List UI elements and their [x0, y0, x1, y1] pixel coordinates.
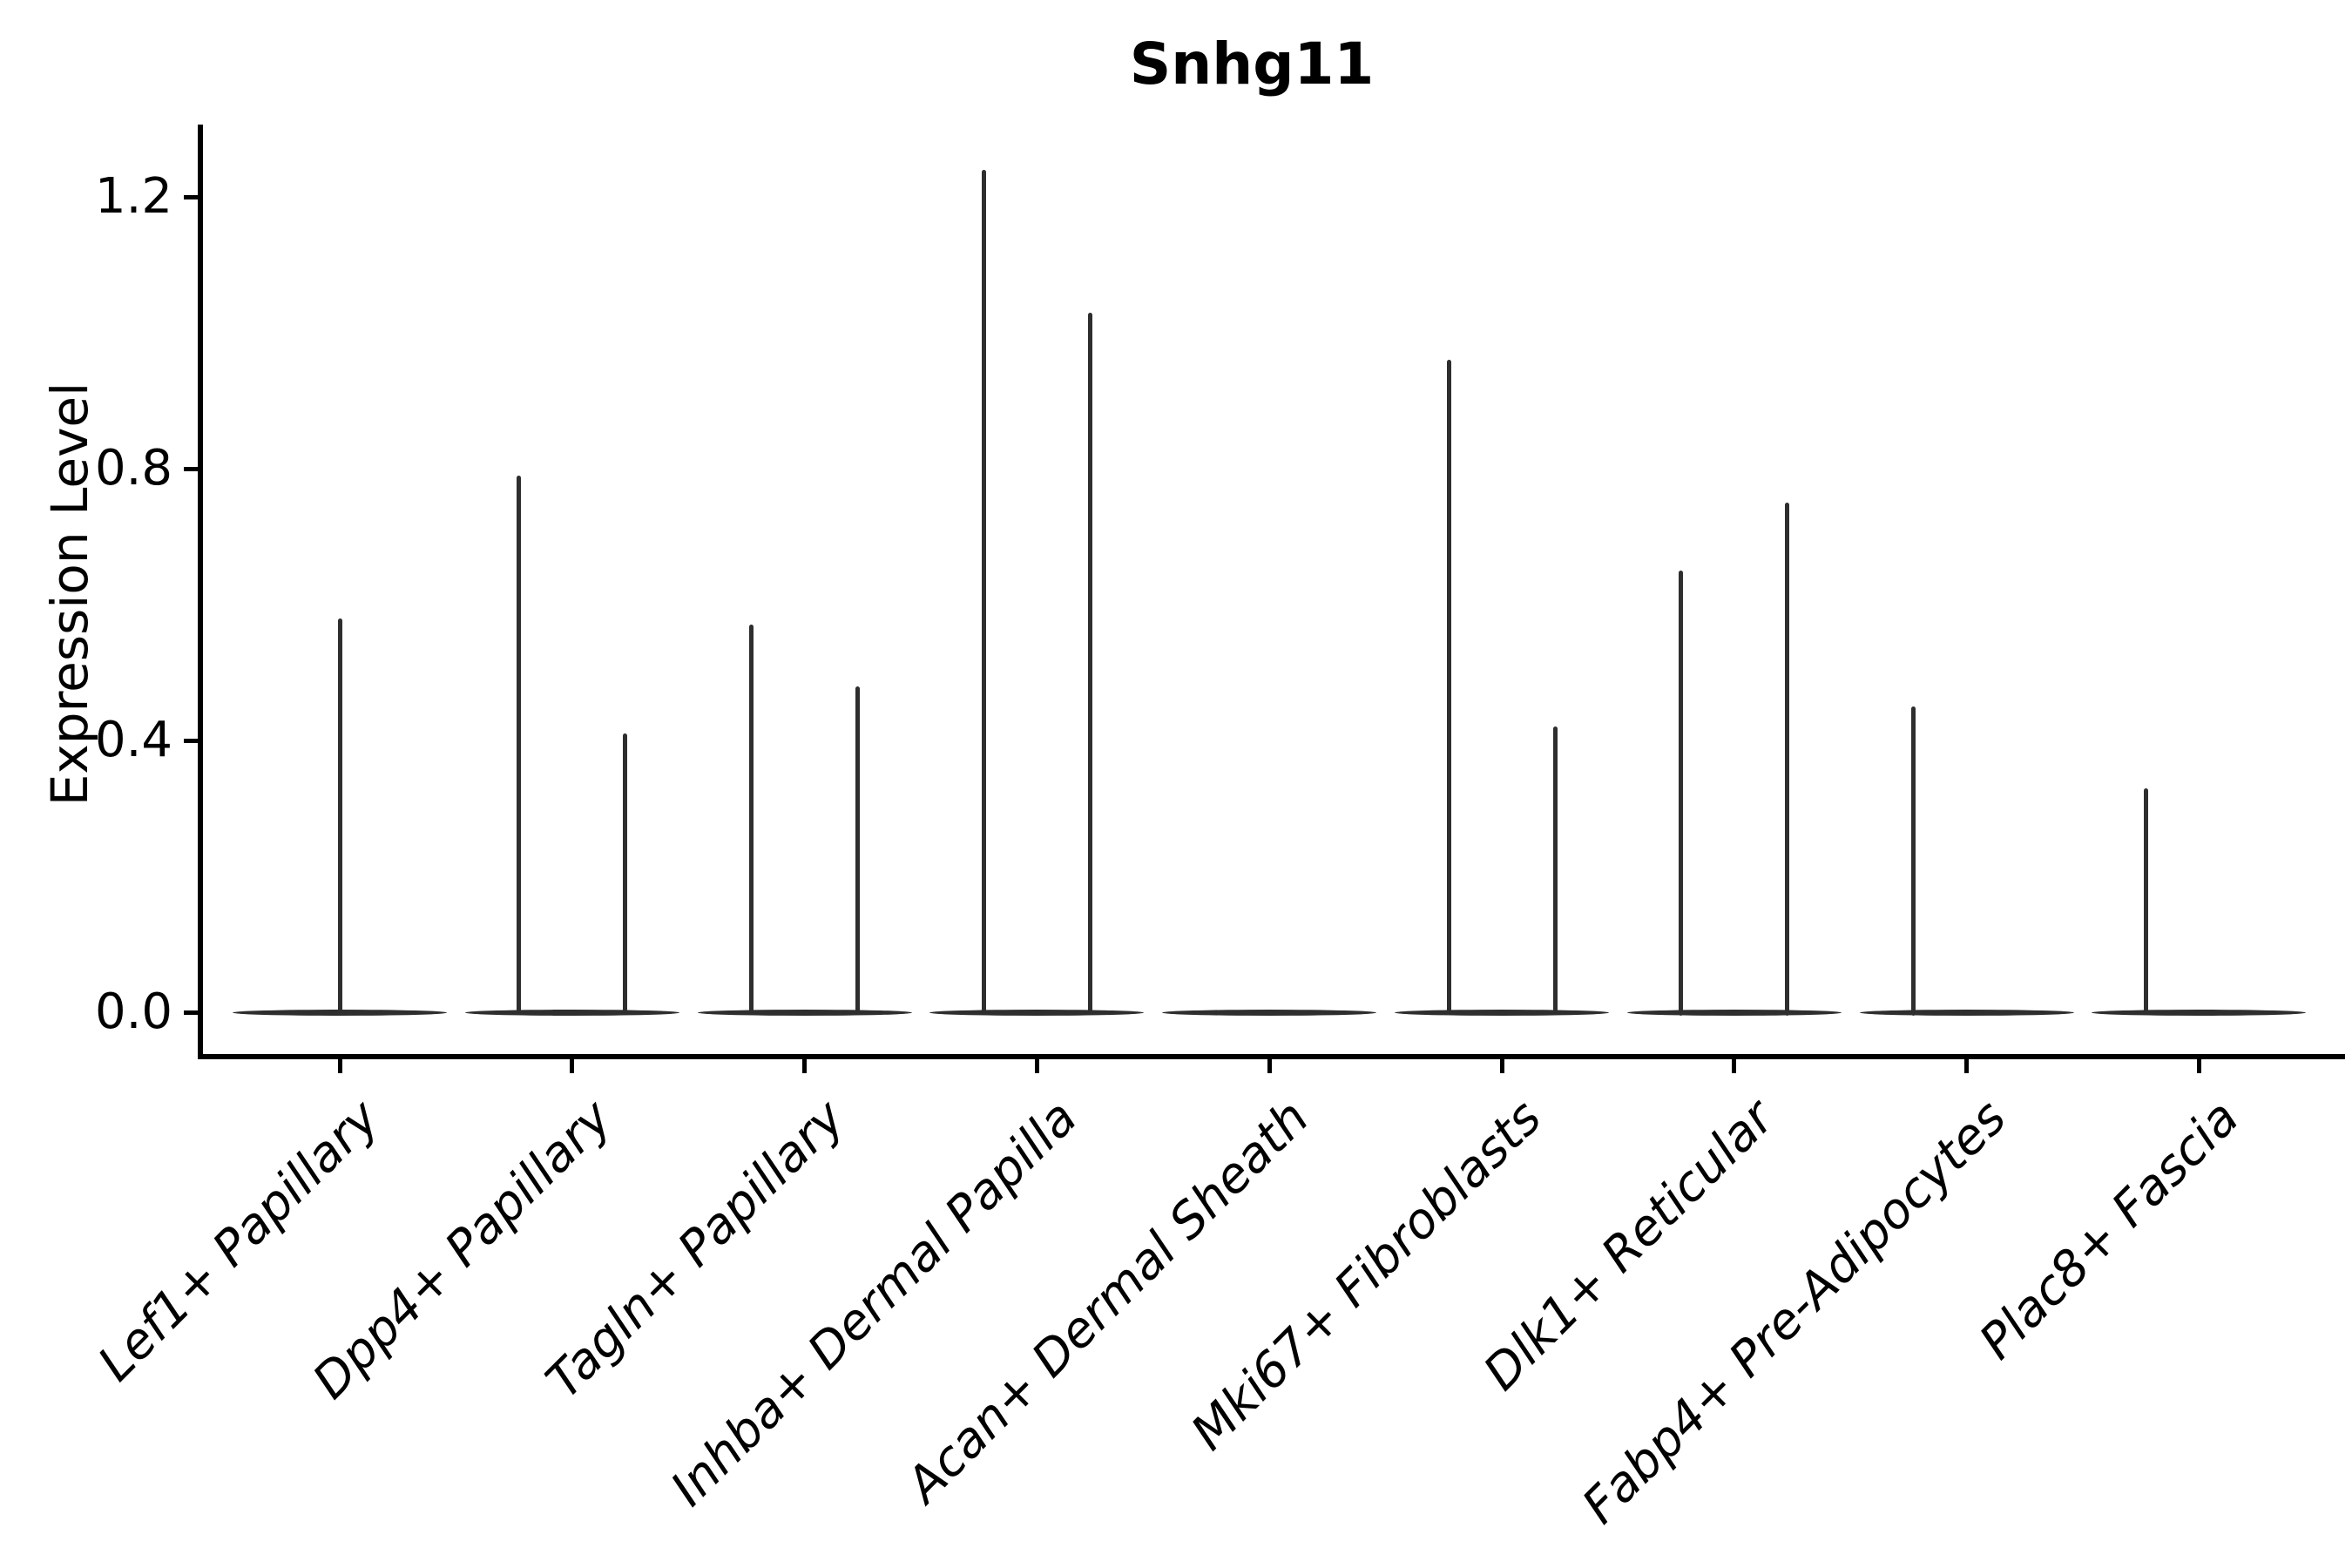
violin-spike	[1552, 727, 1558, 1016]
violin-baseline	[1162, 1009, 1377, 1016]
y-tick-mark	[184, 1010, 198, 1015]
violin-spike	[1679, 571, 1684, 1016]
x-tick-mark	[1964, 1059, 1970, 1073]
y-tick-label: 0.8	[94, 440, 172, 497]
x-tick-mark	[802, 1059, 808, 1073]
x-tick-mark	[1732, 1059, 1737, 1073]
violin-baseline	[1395, 1009, 1609, 1016]
chart-title: Snhg11	[1129, 30, 1375, 98]
x-tick-mark	[337, 1059, 342, 1073]
y-tick-label: 1.2	[94, 168, 172, 225]
violin-spike	[2143, 787, 2148, 1016]
violin-baseline	[464, 1009, 679, 1016]
violin-spike	[337, 618, 342, 1016]
violin-spike	[517, 475, 522, 1016]
violin-spike	[1911, 706, 1916, 1016]
violin-spike	[981, 169, 986, 1016]
y-axis-spine	[198, 125, 203, 1059]
violin-baseline	[929, 1009, 1145, 1016]
x-tick-mark	[1499, 1059, 1504, 1073]
y-tick-label: 0.0	[94, 983, 172, 1040]
x-tick-label: Inhba+ Dermal Papilla	[659, 1089, 1088, 1517]
violin-baseline	[1859, 1009, 2074, 1016]
violin-baseline	[2092, 1009, 2307, 1016]
violin-spike	[855, 686, 861, 1016]
x-tick-mark	[570, 1059, 575, 1073]
violin-baseline	[1626, 1009, 1842, 1016]
x-tick-mark	[1034, 1059, 1039, 1073]
violin-spike	[1785, 503, 1790, 1016]
y-tick-mark	[184, 466, 198, 471]
x-tick-mark	[1267, 1059, 1272, 1073]
y-tick-label: 0.4	[94, 712, 172, 768]
x-axis-spine	[198, 1054, 2345, 1059]
x-tick-label: Acan+ Dermal Sheath	[896, 1089, 1321, 1514]
violin-spike	[1087, 312, 1092, 1016]
y-tick-mark	[184, 194, 198, 199]
x-tick-label: Fabp4+ Pre-Adipocytes	[1571, 1089, 2018, 1535]
violin-spike	[623, 733, 628, 1016]
y-tick-mark	[184, 738, 198, 743]
violin-spike	[749, 625, 754, 1016]
violin-spike	[1446, 360, 1451, 1016]
x-tick-mark	[2196, 1059, 2201, 1073]
violin-baseline	[697, 1009, 912, 1016]
y-axis-label: Expression Level	[40, 382, 99, 807]
